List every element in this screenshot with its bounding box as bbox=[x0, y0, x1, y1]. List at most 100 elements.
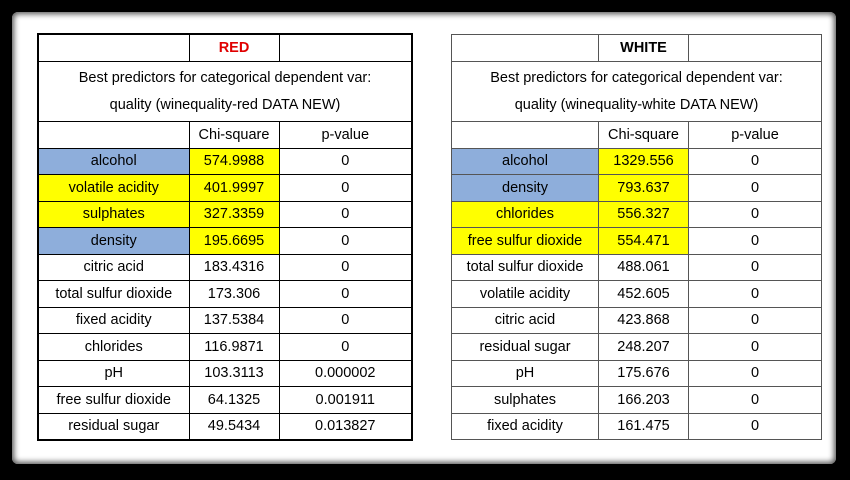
white-label: WHITE bbox=[598, 34, 689, 62]
red-predictor-name: fixed acidity bbox=[37, 306, 190, 334]
white-row: sulphates 166.203 0 bbox=[451, 386, 822, 414]
white-title-line2: quality (winequality-white DATA NEW) bbox=[514, 96, 759, 113]
white-p-value: 0 bbox=[688, 412, 822, 440]
red-chi-square-value: 173.306 bbox=[188, 280, 280, 308]
red-p-value: 0 bbox=[278, 253, 413, 281]
red-title-line1: Best predictors for categorical dependen… bbox=[78, 69, 372, 86]
white-p-value: 0 bbox=[688, 174, 822, 202]
white-chi-square-value: 175.676 bbox=[598, 359, 689, 387]
white-wine-table: WHITE Best predictors for categorical de… bbox=[451, 34, 822, 440]
white-row: fixed acidity 161.475 0 bbox=[451, 412, 822, 440]
red-p-value: 0 bbox=[278, 200, 413, 228]
white-row: volatile acidity 452.605 0 bbox=[451, 280, 822, 308]
white-p-value: 0 bbox=[688, 147, 822, 175]
white-chi-square-value: 488.061 bbox=[598, 253, 689, 281]
white-col-chi: Chi-square bbox=[598, 121, 689, 149]
red-chi-square-value: 137.5384 bbox=[188, 306, 280, 334]
red-row: total sulfur dioxide 173.306 0 bbox=[37, 280, 413, 308]
red-row: alcohol 574.9988 0 bbox=[37, 147, 413, 175]
red-chi-square-value: 327.3359 bbox=[188, 200, 280, 228]
red-predictor-name: chlorides bbox=[37, 333, 190, 361]
white-chi-square-value: 161.475 bbox=[598, 412, 689, 440]
red-p-value: 0 bbox=[278, 174, 413, 202]
red-predictor-name: pH bbox=[37, 359, 190, 387]
white-predictor-name: citric acid bbox=[451, 306, 599, 334]
white-row: citric acid 423.868 0 bbox=[451, 306, 822, 334]
red-chi-square-value: 116.9871 bbox=[188, 333, 280, 361]
white-row: free sulfur dioxide 554.471 0 bbox=[451, 227, 822, 255]
white-chi-square-value: 556.327 bbox=[598, 200, 689, 228]
white-chi-square-value: 1329.556 bbox=[598, 147, 689, 175]
white-col-blank bbox=[451, 121, 599, 149]
white-predictor-name: density bbox=[451, 174, 599, 202]
white-chi-square-value: 554.471 bbox=[598, 227, 689, 255]
white-predictor-name: chlorides bbox=[451, 200, 599, 228]
red-row: volatile acidity 401.9997 0 bbox=[37, 174, 413, 202]
red-row: free sulfur dioxide 64.1325 0.001911 bbox=[37, 386, 413, 414]
red-predictor-name: total sulfur dioxide bbox=[37, 280, 190, 308]
white-row: pH 175.676 0 bbox=[451, 359, 822, 387]
white-p-value: 0 bbox=[688, 359, 822, 387]
white-p-value: 0 bbox=[688, 333, 822, 361]
red-p-value: 0.013827 bbox=[278, 412, 413, 441]
red-col-blank bbox=[37, 121, 190, 149]
white-predictor-name: residual sugar bbox=[451, 333, 599, 361]
white-header-blank bbox=[451, 34, 599, 62]
red-table-body: alcohol 574.9988 0 volatile acidity 401.9997… bbox=[37, 147, 413, 441]
red-chi-square-value: 574.9988 bbox=[188, 147, 280, 175]
white-chi-square-value: 452.605 bbox=[598, 280, 689, 308]
white-predictor-name: alcohol bbox=[451, 147, 599, 175]
white-p-value: 0 bbox=[688, 227, 822, 255]
red-header-blank-right bbox=[278, 33, 413, 62]
red-chi-square-value: 103.3113 bbox=[188, 359, 280, 387]
white-chi-square-value: 248.207 bbox=[598, 333, 689, 361]
red-chi-square-value: 401.9997 bbox=[188, 174, 280, 202]
red-chi-square-value: 64.1325 bbox=[188, 386, 280, 414]
red-row: density 195.6695 0 bbox=[37, 227, 413, 255]
red-title-line2: quality (winequality-red DATA NEW) bbox=[109, 96, 341, 113]
white-title-line1: Best predictors for categorical dependen… bbox=[490, 69, 783, 86]
white-row: total sulfur dioxide 488.061 0 bbox=[451, 253, 822, 281]
white-row: chlorides 556.327 0 bbox=[451, 200, 822, 228]
white-predictor-name: volatile acidity bbox=[451, 280, 599, 308]
white-predictor-name: sulphates bbox=[451, 386, 599, 414]
red-chi-square-value: 49.5434 bbox=[188, 412, 280, 441]
red-row: fixed acidity 137.5384 0 bbox=[37, 306, 413, 334]
red-label: RED bbox=[188, 33, 280, 62]
white-predictor-name: total sulfur dioxide bbox=[451, 253, 599, 281]
red-chi-square-value: 195.6695 bbox=[188, 227, 280, 255]
red-p-value: 0 bbox=[278, 147, 413, 175]
red-predictor-name: free sulfur dioxide bbox=[37, 386, 190, 414]
white-col-p: p-value bbox=[688, 121, 822, 149]
white-table-body: alcohol 1329.556 0 density 793.637 0 chlorides… bbox=[451, 147, 822, 440]
white-predictor-name: pH bbox=[451, 359, 599, 387]
red-p-value: 0 bbox=[278, 306, 413, 334]
white-p-value: 0 bbox=[688, 306, 822, 334]
red-wine-table: RED Best predictors for categorical depe… bbox=[37, 33, 413, 441]
red-col-chi: Chi-square bbox=[188, 121, 280, 149]
red-row: citric acid 183.4316 0 bbox=[37, 253, 413, 281]
white-header-blank-right bbox=[688, 34, 822, 62]
red-p-value: 0 bbox=[278, 280, 413, 308]
white-p-value: 0 bbox=[688, 386, 822, 414]
red-p-value: 0 bbox=[278, 333, 413, 361]
red-predictor-name: residual sugar bbox=[37, 412, 190, 441]
white-p-value: 0 bbox=[688, 280, 822, 308]
red-chi-square-value: 183.4316 bbox=[188, 253, 280, 281]
red-row: sulphates 327.3359 0 bbox=[37, 200, 413, 228]
red-row: residual sugar 49.5434 0.013827 bbox=[37, 412, 413, 441]
red-p-value: 0.001911 bbox=[278, 386, 413, 414]
red-predictor-name: citric acid bbox=[37, 253, 190, 281]
red-predictor-name: alcohol bbox=[37, 147, 190, 175]
red-row: chlorides 116.9871 0 bbox=[37, 333, 413, 361]
white-chi-square-value: 423.868 bbox=[598, 306, 689, 334]
red-predictor-name: sulphates bbox=[37, 200, 190, 228]
white-row: alcohol 1329.556 0 bbox=[451, 147, 822, 175]
red-row: pH 103.3113 0.000002 bbox=[37, 359, 413, 387]
white-row: density 793.637 0 bbox=[451, 174, 822, 202]
red-predictor-name: density bbox=[37, 227, 190, 255]
red-p-value: 0.000002 bbox=[278, 359, 413, 387]
white-predictor-name: free sulfur dioxide bbox=[451, 227, 599, 255]
red-predictor-name: volatile acidity bbox=[37, 174, 190, 202]
white-row: residual sugar 248.207 0 bbox=[451, 333, 822, 361]
